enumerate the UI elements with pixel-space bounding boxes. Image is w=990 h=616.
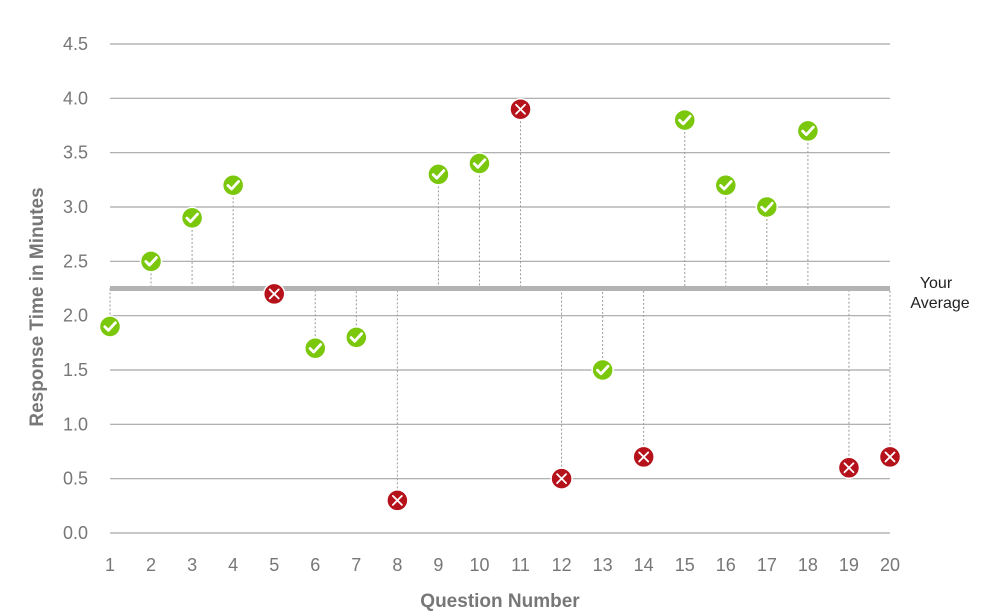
x-axis-title: Question Number <box>420 591 580 612</box>
x-tick-label: 20 <box>880 555 900 575</box>
correct-point <box>180 206 204 230</box>
x-tick-label: 17 <box>757 555 777 575</box>
y-tick-label: 1.5 <box>63 360 88 380</box>
x-tick-label: 16 <box>716 555 736 575</box>
x-tick-label: 6 <box>310 555 320 575</box>
x-tick-label: 19 <box>839 555 859 575</box>
x-icon <box>391 495 403 506</box>
x-icon <box>638 451 650 463</box>
y-tick-label: 1.0 <box>63 414 88 434</box>
y-tick-label: 4.5 <box>63 34 88 54</box>
x-icon <box>515 103 526 115</box>
check-icon <box>472 158 487 169</box>
incorrect-point <box>632 445 655 469</box>
check-icon <box>144 256 158 267</box>
check-icon <box>719 180 733 191</box>
y-tick-label: 3.0 <box>63 197 88 217</box>
x-tick-label: 9 <box>433 555 443 575</box>
stem-layer <box>109 109 891 501</box>
correct-point <box>468 152 491 175</box>
correct-point <box>139 250 163 273</box>
x-tick-label: 18 <box>798 555 818 575</box>
grid-layer <box>110 43 890 534</box>
correct-point <box>591 358 614 382</box>
x-tick-label: 1 <box>105 555 115 575</box>
correct-point <box>673 108 696 132</box>
check-icon <box>431 169 446 180</box>
x-tick-label: 12 <box>552 555 572 575</box>
point-layer <box>98 97 902 512</box>
incorrect-point <box>837 456 861 480</box>
x-tick-label: 3 <box>187 555 197 575</box>
check-icon <box>103 321 117 332</box>
average-label-line1: Your <box>920 275 953 292</box>
check-icon <box>801 125 815 137</box>
correct-point <box>98 315 122 338</box>
incorrect-point <box>386 489 409 512</box>
correct-point <box>796 119 820 143</box>
correct-point <box>714 174 738 197</box>
y-tick-label: 2.5 <box>63 251 88 271</box>
incorrect-point <box>878 445 902 469</box>
check-icon <box>185 212 199 224</box>
y-tick-label: 0.5 <box>63 469 88 489</box>
incorrect-point <box>509 97 532 121</box>
correct-point <box>345 326 368 349</box>
x-tick-label: 4 <box>228 555 238 575</box>
x-tick-label: 13 <box>593 555 613 575</box>
correct-point <box>427 163 450 186</box>
x-tick-label: 14 <box>634 555 654 575</box>
incorrect-point <box>262 282 286 306</box>
x-icon <box>843 462 855 474</box>
x-tick-label: 5 <box>269 555 279 575</box>
y-tick-label: 2.0 <box>63 306 88 326</box>
check-icon <box>760 201 774 213</box>
correct-point <box>755 195 779 219</box>
x-tick-label: 15 <box>675 555 695 575</box>
y-axis-ticks: 0.0 0.5 1.0 1.5 2.0 2.5 3.0 3.5 4.0 4.5 <box>63 34 88 543</box>
x-icon <box>556 473 567 485</box>
x-tick-label: 7 <box>351 555 361 575</box>
x-icon <box>268 288 280 300</box>
check-icon <box>308 343 323 354</box>
x-icon <box>884 451 896 463</box>
check-icon <box>596 364 610 376</box>
x-axis-ticks: 1 2 3 4 5 6 7 8 9 10 11 12 13 14 15 16 17 18 19 20 <box>105 555 900 575</box>
check-icon <box>226 180 240 191</box>
y-tick-label: 4.0 <box>63 88 88 108</box>
correct-point <box>304 337 327 360</box>
check-icon <box>678 114 692 126</box>
y-tick-label: 0.0 <box>63 523 88 543</box>
y-axis-title: Response Time in Minutes <box>27 187 48 426</box>
y-tick-label: 3.5 <box>63 143 88 163</box>
x-tick-label: 11 <box>511 555 530 575</box>
check-icon <box>349 332 364 343</box>
average-label-line2: Average <box>910 295 969 312</box>
x-tick-label: 8 <box>392 555 402 575</box>
incorrect-point <box>550 467 573 490</box>
x-tick-label: 10 <box>469 555 489 575</box>
x-tick-label: 2 <box>146 555 156 575</box>
correct-point <box>221 174 245 197</box>
